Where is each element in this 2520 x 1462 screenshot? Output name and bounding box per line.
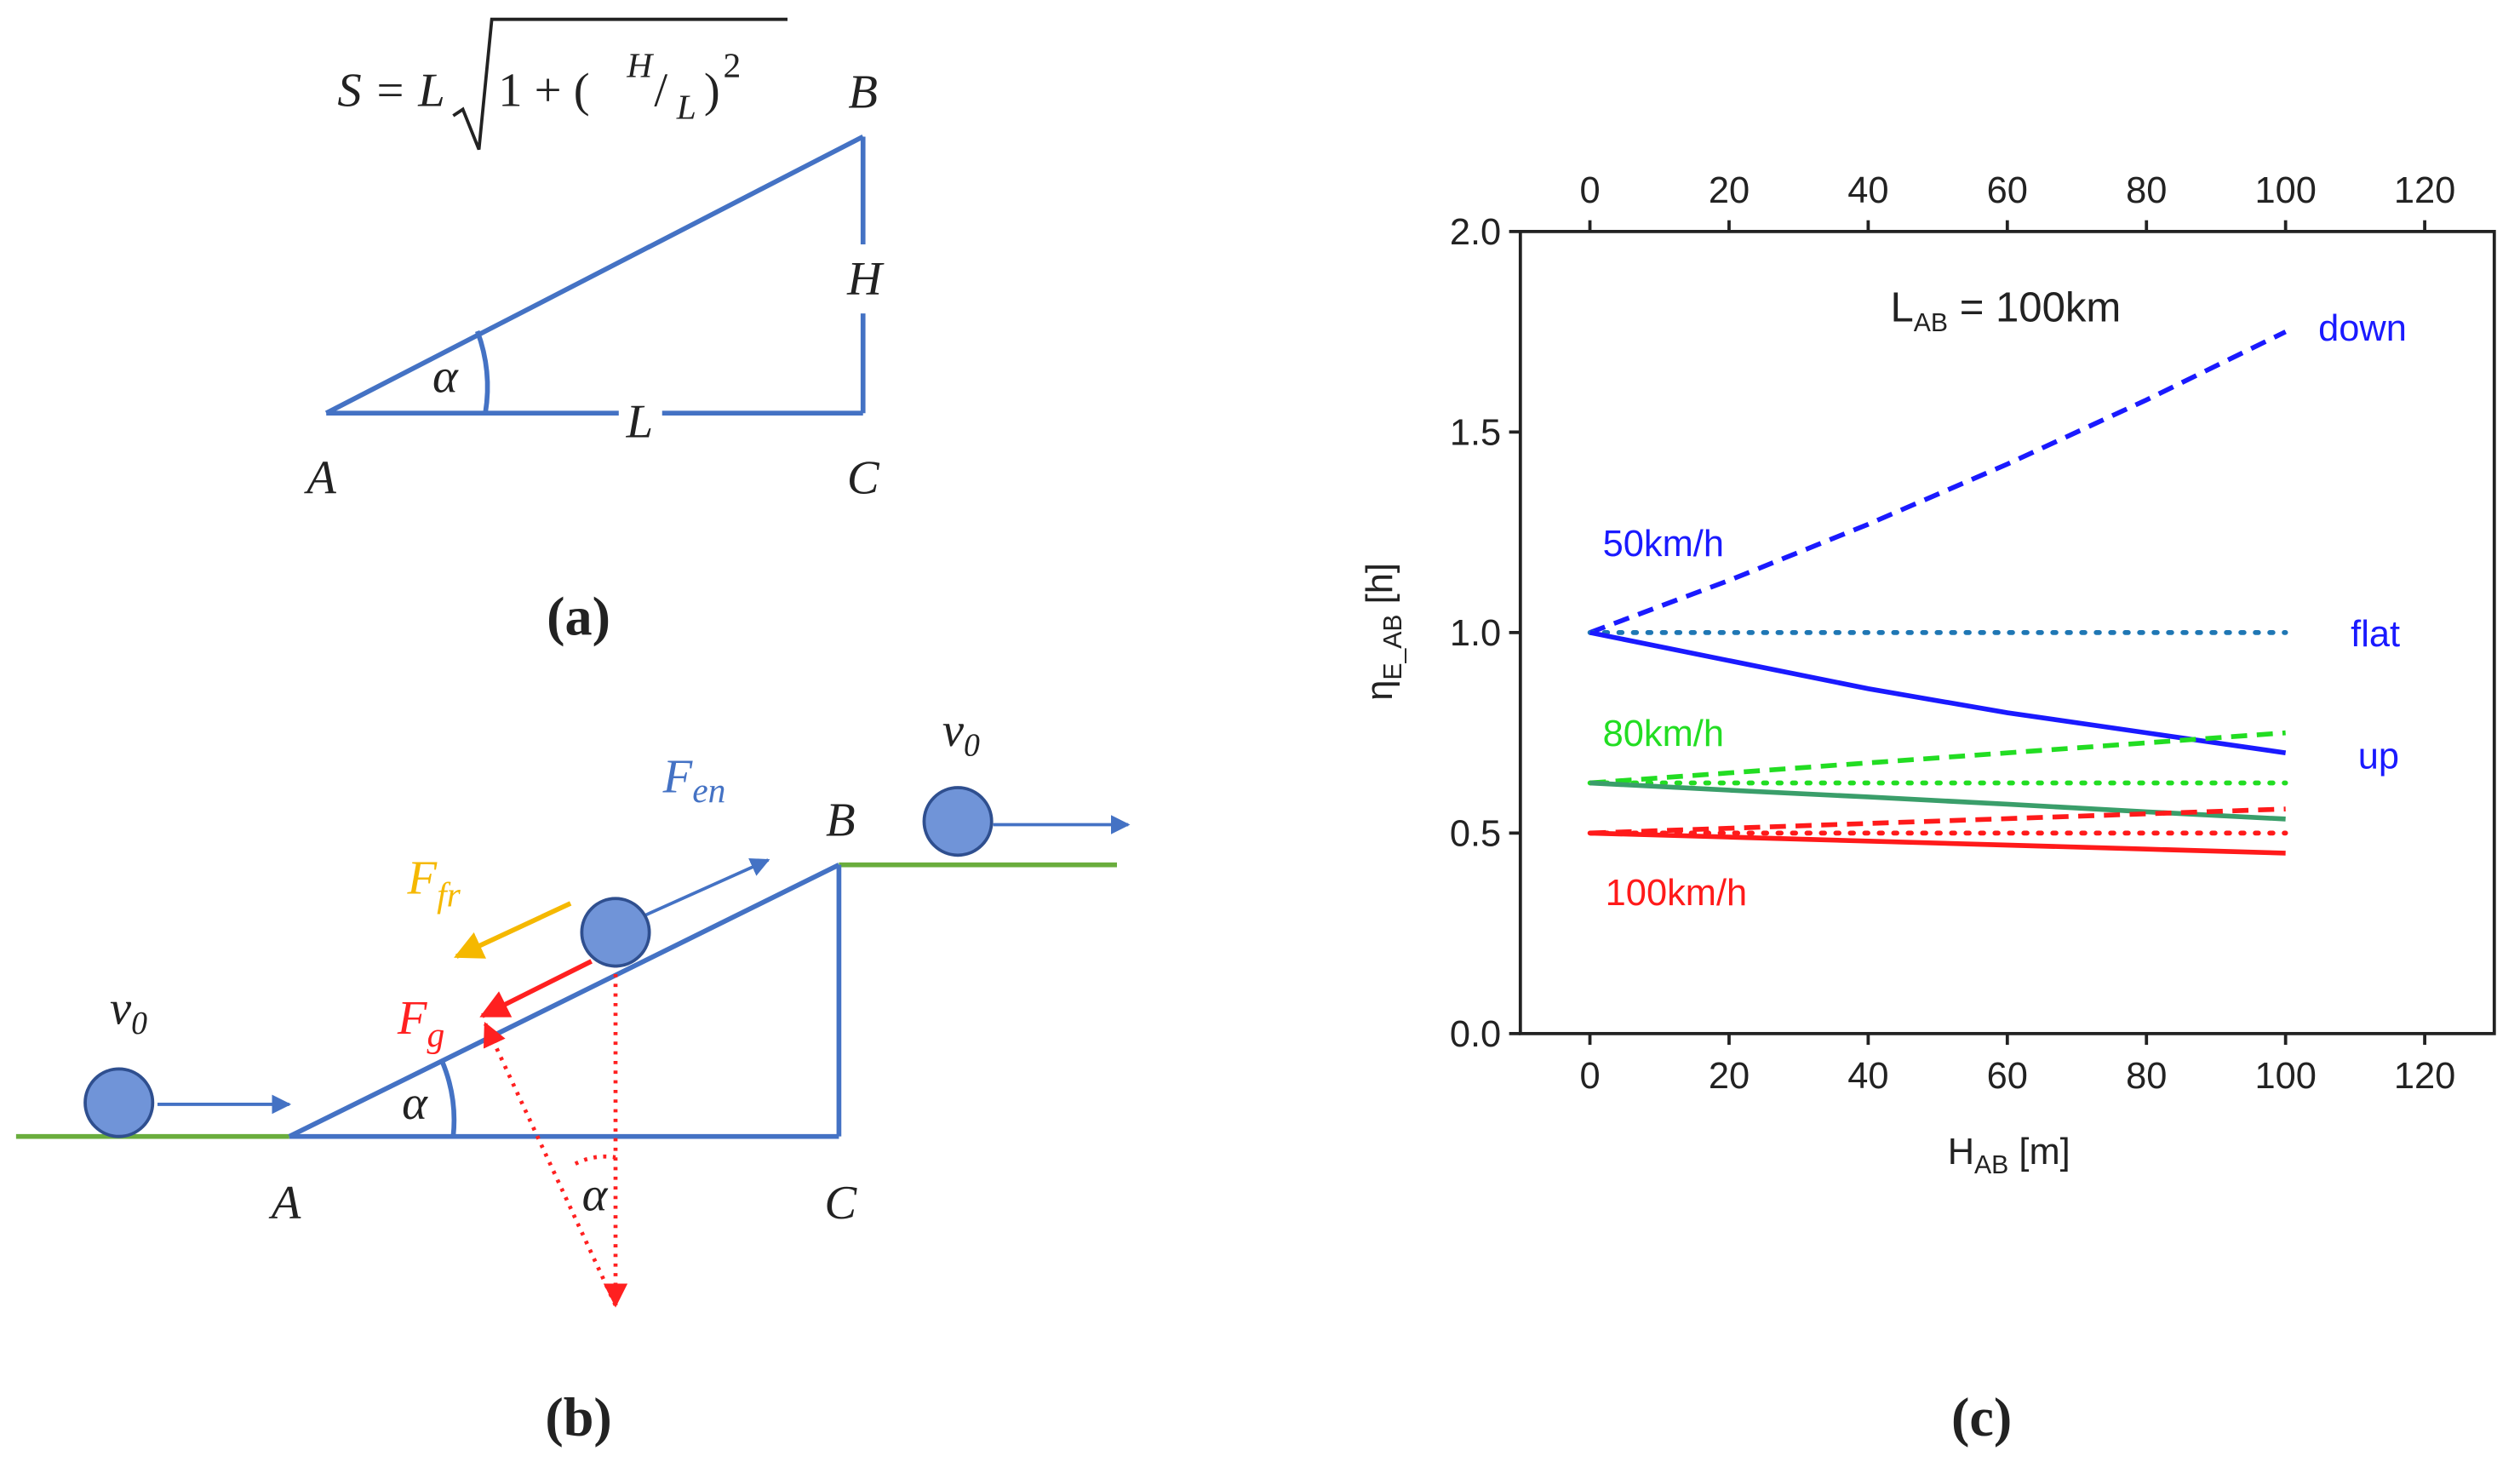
y-tick-label: 2.0 xyxy=(1450,212,1501,253)
vertex-label: A xyxy=(268,1177,301,1230)
symbol: F xyxy=(407,852,438,905)
vertex-label: A xyxy=(303,452,336,505)
labels-a: B H α L A C (a) xyxy=(303,66,885,647)
series-annotation: 50km/h xyxy=(1603,524,1724,565)
labels-b: v0 v0 Fen Ffr Fg B A C α α (b) xyxy=(110,704,980,1448)
label-rest: [h] xyxy=(1360,563,1400,614)
vertex-label: C xyxy=(847,452,880,505)
vertex-label: B xyxy=(848,66,878,119)
angle-label: α xyxy=(582,1169,609,1222)
angle-label: α xyxy=(432,351,459,404)
x2-tick-label: 80 xyxy=(2126,170,2167,211)
hypotenuse xyxy=(324,134,865,416)
subscript: en xyxy=(692,771,725,810)
formula-part: 2 xyxy=(723,46,741,85)
formula-part: H xyxy=(626,46,654,85)
symbol: v xyxy=(110,983,132,1035)
formula-part: 1 + ( xyxy=(498,65,589,118)
y-tick-label: 1.5 xyxy=(1450,412,1501,453)
diagram-a xyxy=(324,134,866,416)
formula-part: S = L xyxy=(337,65,444,118)
x-tick-label: 20 xyxy=(1709,1056,1750,1097)
label-main: L xyxy=(1891,285,1914,331)
series-line xyxy=(1589,630,2287,755)
series-line xyxy=(1589,806,2286,836)
series-annotation: 80km/h xyxy=(1603,714,1724,754)
ramp xyxy=(288,863,840,1139)
symbol: v xyxy=(942,704,965,757)
series-annotation: down xyxy=(2318,308,2407,349)
y-tick-label: 0.0 xyxy=(1450,1014,1501,1055)
series-line xyxy=(1589,830,2286,856)
formula: S = L 1 + ( H / L ) 2 xyxy=(337,17,788,151)
label-subscript: AB xyxy=(1974,1151,2008,1179)
x2-tick-label: 60 xyxy=(1987,170,2028,211)
label-rest: [m] xyxy=(2008,1132,2070,1172)
sqrt-sign xyxy=(452,17,788,151)
caption: (b) xyxy=(545,1387,611,1448)
vertex-label: B xyxy=(826,794,856,847)
x2-tick-label: 20 xyxy=(1709,170,1750,211)
x2-tick-label: 120 xyxy=(2394,170,2455,211)
vertex-label: C xyxy=(824,1177,857,1230)
gravity-component xyxy=(483,1021,618,1306)
x2-tick-label: 40 xyxy=(1847,170,1888,211)
label-subscript: AB xyxy=(1914,309,1948,337)
diagram-b xyxy=(15,786,1131,1308)
label-subscript: E_AB xyxy=(1379,614,1407,679)
subscript: 0 xyxy=(131,1006,147,1041)
force-arrow xyxy=(642,858,770,918)
series-annotation: 100km/h xyxy=(1606,873,1747,914)
ball xyxy=(922,786,994,857)
x-tick-label: 120 xyxy=(2394,1056,2455,1097)
x-axis-label: HAB [m] xyxy=(1948,1132,2070,1179)
ball xyxy=(580,897,651,968)
label-main: H xyxy=(1948,1132,1974,1172)
subscript: fr xyxy=(437,875,461,914)
x2-tick-label: 0 xyxy=(1579,170,1600,211)
formula-part: / xyxy=(654,65,667,118)
chart-c: 0 0 20 20 40 40 60 60 80 80 100 100 120 120 0.0 0.5 1.0 1… xyxy=(1360,170,2496,1448)
side-label: H xyxy=(846,253,885,306)
force-arrow xyxy=(454,901,572,959)
label-rest: = 100km xyxy=(1948,285,2121,331)
series-line xyxy=(1589,330,2287,635)
velocity-label: v0 xyxy=(110,983,147,1041)
subscript: 0 xyxy=(964,727,980,763)
x-tick-label: 40 xyxy=(1847,1056,1888,1097)
velocity-label: v0 xyxy=(942,704,980,763)
angle-arc xyxy=(475,330,490,414)
x-tick-label: 60 xyxy=(1987,1056,2028,1097)
x2-tick-label: 100 xyxy=(2254,170,2316,211)
y-tick-label: 0.5 xyxy=(1450,813,1501,854)
force-label: Ffr xyxy=(407,852,461,914)
label-main: η xyxy=(1360,680,1400,701)
formula-part: ) xyxy=(704,65,720,118)
chart-annotation: LAB = 100km xyxy=(1891,285,2122,337)
x-tick-label: 80 xyxy=(2126,1056,2167,1097)
angle-label: α xyxy=(402,1077,428,1130)
symbol: F xyxy=(662,751,694,804)
ball xyxy=(83,1067,155,1138)
series-line xyxy=(1589,730,2286,786)
formula-part: L xyxy=(676,88,696,127)
series-annotation: flat xyxy=(2351,614,2400,655)
force-label: Fg xyxy=(397,992,444,1054)
y-axis-label: ηE_AB [h] xyxy=(1360,563,1407,701)
y-tick-label: 1.0 xyxy=(1450,613,1501,654)
side-label: L xyxy=(626,396,654,449)
angle-arc xyxy=(574,1154,616,1166)
subscript: g xyxy=(427,1015,445,1054)
x-tick-label: 0 xyxy=(1579,1056,1600,1097)
force-label: Fen xyxy=(662,751,726,810)
angle-arc xyxy=(439,1059,457,1137)
force-arrow xyxy=(479,959,593,1018)
series-annotation: up xyxy=(2358,736,2399,777)
symbol: F xyxy=(397,992,428,1045)
x-tick-label: 100 xyxy=(2254,1056,2316,1097)
caption: (a) xyxy=(547,587,610,647)
caption: (c) xyxy=(1951,1387,2012,1448)
